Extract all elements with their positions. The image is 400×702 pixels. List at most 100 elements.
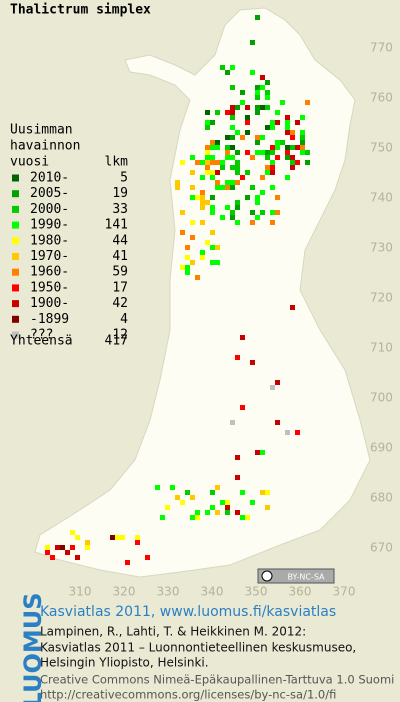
cell [230,125,235,130]
cell [300,115,305,120]
cell [120,535,125,540]
cell [275,195,280,200]
cell [290,145,295,150]
cell [205,165,210,170]
legend-count: 19 [112,186,128,201]
cell [180,500,185,505]
cell [255,150,260,155]
legend-count: 4 [120,312,128,327]
cell [205,125,210,130]
cell [215,180,220,185]
cell [300,130,305,135]
cell [200,250,205,255]
cell [200,195,205,200]
x-tick-label: 370 [333,585,356,599]
cell [200,205,205,210]
cell [210,490,215,495]
cell [250,210,255,215]
cell [215,145,220,150]
cell [255,85,260,90]
cell [290,160,295,165]
cell [205,150,210,155]
cell [245,515,250,520]
cell [165,505,170,510]
cell [175,180,180,185]
legend-count: 17 [112,280,128,295]
cell [210,160,215,165]
cell [255,135,260,140]
y-tick-label: 730 [370,241,393,255]
citation: Helsingin Yliopisto, Helsinki. [40,656,209,670]
y-tick-label: 710 [370,341,393,355]
cell [215,140,220,145]
cell [205,160,210,165]
cell [230,115,235,120]
cell [190,220,195,225]
cell [230,420,235,425]
cell [155,485,160,490]
cell [295,120,300,125]
cell [260,175,265,180]
cell [230,135,235,140]
cell [210,195,215,200]
legend-swatch [12,190,19,198]
legend: 2010- 5 2005- 19 2000- 33 1990- 141 1980- 44 1970-… [12,171,128,343]
x-tick-label: 330 [157,585,180,599]
cell [250,500,255,505]
cell [270,145,275,150]
x-tick-label: 350 [245,585,268,599]
cell [230,215,235,220]
y-tick-label: 770 [370,41,393,55]
legend-count: 33 [112,202,128,217]
species-title: Thalictrum simplex [10,3,151,18]
cell [250,360,255,365]
cell [50,555,55,560]
cell [235,475,240,480]
cell [210,245,215,250]
cell [265,490,270,495]
cell [250,185,255,190]
legend-label: ??? [30,328,53,343]
cell [240,335,245,340]
cell [235,205,240,210]
cell [265,80,270,85]
logo: LUOMUS [19,593,47,702]
x-tick-label: 320 [113,585,136,599]
cell [210,170,215,175]
legend-swatch [12,237,19,245]
cell [230,165,235,170]
cell [260,150,265,155]
cell [195,275,200,280]
y-tick-label: 700 [370,391,393,405]
legend-label: -1899 [30,312,69,327]
cell [135,535,140,540]
cell [270,125,275,130]
cell [240,490,245,495]
footer-link: Kasviatlas 2011, www.luomus.fi/kasviatla… [40,604,336,620]
cell [230,85,235,90]
cell [210,505,215,510]
cell [220,500,225,505]
cell [255,200,260,205]
legend-count-heading: lkm [105,155,129,170]
cell [255,95,260,100]
cell [255,215,260,220]
cell [240,175,245,180]
cell [275,140,280,145]
cell [245,115,250,120]
cell [265,505,270,510]
legend-label: 2010- [30,171,69,186]
license-badge: BY-NC-SA [257,568,335,584]
cell [255,105,260,110]
cell [185,270,190,275]
cell [235,105,240,110]
legend-total-label: Yhteensä [10,334,73,349]
legend-heading: havainnon [10,139,80,154]
cell [45,550,50,555]
cell [305,150,310,155]
cell [240,135,245,140]
legend-label: 1900- [30,296,69,311]
cell [195,515,200,520]
cell [210,120,215,125]
cell [305,100,310,105]
